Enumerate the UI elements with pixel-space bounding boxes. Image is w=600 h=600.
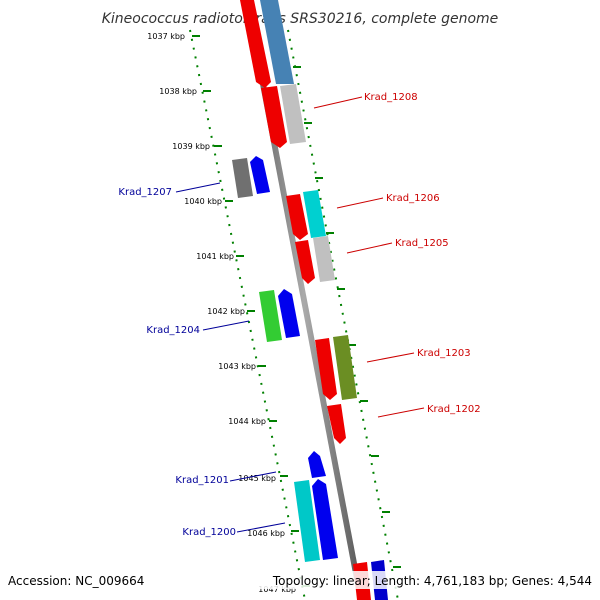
gene-arrow[interactable] — [286, 194, 308, 240]
gene-label[interactable]: Krad_1201 — [175, 475, 229, 486]
callout-line — [236, 522, 286, 533]
callout-line — [229, 471, 277, 482]
ruler-label: 1047 kbp — [258, 585, 296, 594]
gene-arrow[interactable] — [278, 289, 300, 338]
gene-label[interactable]: Krad_1208 — [364, 92, 418, 103]
map-title: Kineococcus radiotolerans SRS30216, comp… — [102, 11, 499, 27]
gene-arrow[interactable] — [313, 236, 335, 282]
callout-line — [202, 320, 250, 331]
ruler-label: 1046 kbp — [247, 529, 285, 538]
callout-line — [366, 352, 415, 363]
ruler-label: 1037 kbp — [147, 32, 185, 41]
gene-label[interactable]: Krad_1206 — [386, 193, 440, 204]
ruler-label: 1042 kbp — [207, 307, 245, 316]
ruler-label: 1043 kbp — [218, 362, 256, 371]
gene-arrow[interactable] — [250, 156, 270, 194]
gene-arrow[interactable] — [294, 480, 320, 562]
gene-label[interactable]: Krad_1205 — [395, 238, 449, 249]
callout-lines — [175, 96, 425, 533]
left-ruler: 1037 kbp 1038 kbp 1039 kbp 1040 kbp 1041… — [147, 32, 310, 594]
gene-arrow[interactable] — [308, 451, 326, 478]
gene-arrow[interactable] — [315, 338, 337, 400]
ruler-label: 1038 kbp — [159, 87, 197, 96]
gene-label[interactable]: Krad_1207 — [118, 187, 172, 198]
gene-labels: Krad_1208 Krad_1207 Krad_1206 Krad_1205 … — [118, 92, 480, 538]
gene-arrow[interactable] — [327, 404, 346, 444]
callout-line — [175, 182, 221, 193]
ruler-label: 1041 kbp — [196, 252, 234, 261]
gene-arrow[interactable] — [303, 190, 326, 238]
callout-line — [313, 96, 363, 109]
gene-arrow[interactable] — [260, 0, 294, 84]
reverse-genes — [232, 156, 338, 562]
gene-arrow[interactable] — [295, 240, 315, 284]
accession-text: Accession: NC_009664 — [8, 574, 144, 588]
genome-stats-text: Topology: linear; Length: 4,761,183 bp; … — [272, 574, 592, 588]
ruler-label: 1039 kbp — [172, 142, 210, 151]
ruler-label: 1044 kbp — [228, 417, 266, 426]
ruler-label: 1040 kbp — [184, 197, 222, 206]
genome-backbone — [244, 0, 364, 600]
footer-background — [0, 571, 600, 589]
gene-label[interactable]: Krad_1203 — [417, 348, 471, 359]
ruler-label: 1045 kbp — [238, 474, 276, 483]
gene-arrow[interactable] — [259, 290, 282, 342]
callout-line — [336, 197, 384, 209]
gene-arrow[interactable] — [232, 158, 253, 198]
gene-arrow[interactable] — [312, 479, 338, 560]
gene-arrow[interactable] — [333, 335, 357, 400]
callout-line — [377, 407, 425, 418]
callout-line — [346, 242, 393, 254]
gene-arrow[interactable] — [280, 84, 306, 144]
gene-label[interactable]: Krad_1202 — [427, 404, 481, 415]
gene-arrow[interactable] — [261, 86, 287, 148]
gene-label[interactable]: Krad_1200 — [182, 527, 236, 538]
gene-label[interactable]: Krad_1204 — [146, 325, 200, 336]
gene-arrow[interactable] — [240, 0, 271, 88]
right-ruler — [293, 66, 401, 568]
